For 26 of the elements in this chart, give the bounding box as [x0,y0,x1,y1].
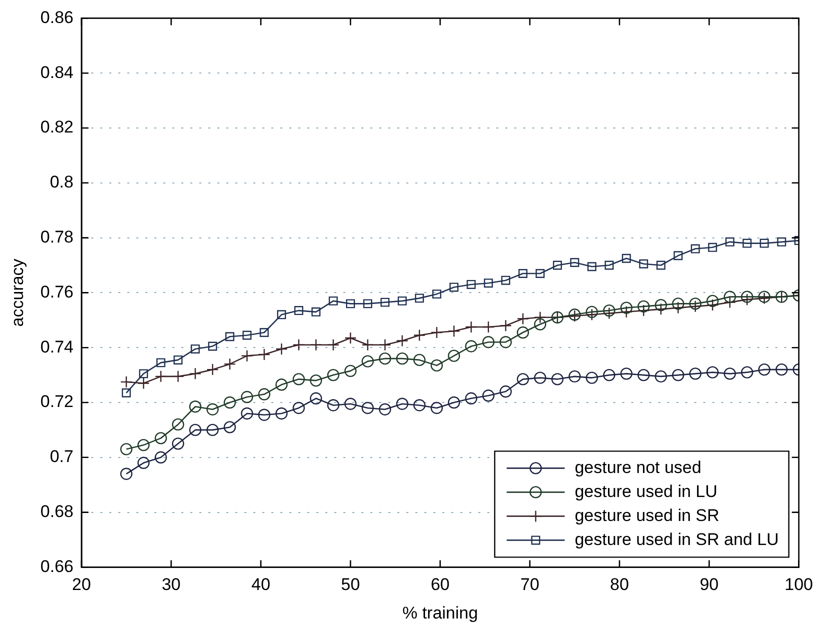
y-tick-label: 0.8 [50,172,74,192]
legend-label: gesture used in LU [574,482,718,501]
x-axis-title: % training [402,603,478,622]
y-tick-label: 0.66 [40,556,74,576]
y-tick-label: 0.68 [40,502,74,521]
x-tick-label: 90 [700,575,719,594]
y-tick-label: 0.82 [40,118,74,137]
x-tick-label: 80 [610,575,629,594]
legend-label: gesture not used [574,458,702,477]
x-tick-label: 20 [72,575,91,594]
x-tick-label: 70 [520,575,540,594]
x-tick-label: 30 [162,575,181,594]
x-tick-label: 40 [251,575,270,594]
y-tick-label: 0.7 [50,447,74,466]
y-tick-label: 0.84 [40,62,74,82]
y-tick-label: 0.78 [40,227,74,246]
y-axis-title: accuracy [8,258,27,327]
x-tick-label: 50 [341,575,360,594]
x-tick-label: 100 [784,575,814,594]
x-tick-label: 60 [430,575,450,594]
y-tick-label: 0.76 [40,282,74,302]
y-tick-label: 0.72 [40,392,74,412]
legend-label: gesture used in SR [574,506,720,525]
legend-label: gesture used in SR and LU [574,530,779,549]
y-tick-label: 0.74 [40,337,74,356]
y-tick-label: 0.86 [40,8,74,27]
